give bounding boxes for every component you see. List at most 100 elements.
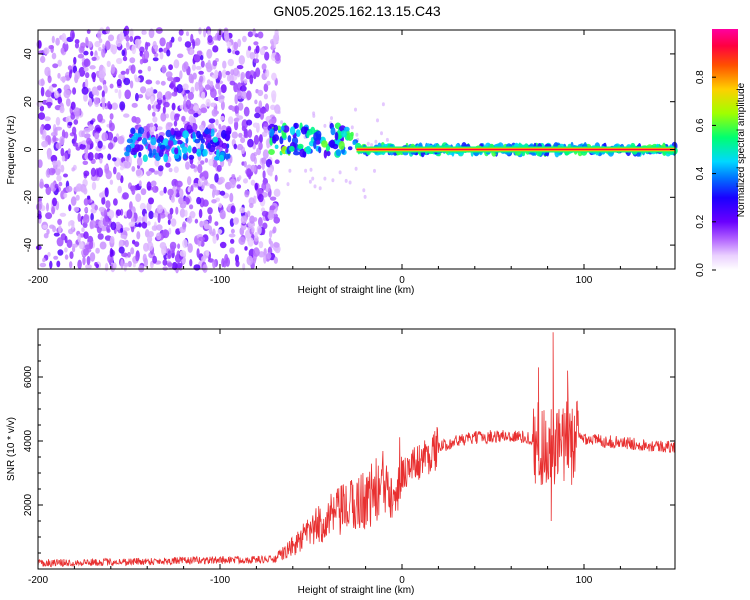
spectrogram-cell [268, 118, 276, 126]
spectrogram-cell [167, 213, 173, 221]
spectrogram-cell [198, 178, 203, 187]
spectrogram-cell [177, 243, 181, 249]
spectrogram-cell [89, 65, 96, 70]
spectrogram-cell [247, 138, 254, 148]
spectrogram-cell [258, 217, 263, 227]
spectrogram-cell [81, 130, 86, 138]
spectrogram-cell [204, 84, 211, 90]
spectrogram-cell [136, 156, 143, 167]
spectrogram-cell [83, 93, 88, 102]
spectrogram-cell [146, 131, 150, 139]
spectrogram-cell [71, 126, 77, 135]
spectrogram-cell [101, 196, 106, 205]
spectrogram-cell [254, 112, 261, 119]
spectrogram-cell [102, 43, 106, 50]
spectrogram-cell [148, 210, 154, 220]
spectrogram-cell [181, 115, 186, 122]
colorbar: 0.0 0.2 0.4 0.6 0.8 Normalized spectral ampl… [695, 29, 747, 277]
spectrogram-cell [363, 194, 367, 199]
spectrogram-cell [167, 140, 174, 147]
spectrogram-cell [39, 105, 45, 112]
spectrogram-cell [192, 131, 196, 139]
spectrogram-cell [241, 91, 247, 100]
spectrogram-y-ticks: -40 -20 0 20 40 [23, 48, 675, 252]
spectrogram-cell [63, 89, 71, 99]
colorbar-tick-label: 0.4 [695, 166, 706, 180]
spectrogram-cell [38, 112, 46, 120]
spectrogram-cell [111, 44, 117, 55]
spectrogram-cell [220, 115, 225, 121]
snr-series-line [37, 332, 676, 568]
spectrogram-cell [73, 56, 77, 65]
spectrogram-cell [250, 179, 256, 186]
spectrogram-cell [268, 149, 275, 155]
spectrogram-cell [313, 140, 317, 150]
spectrogram-cell [89, 219, 96, 229]
spectrogram-cell [94, 152, 99, 160]
spectrogram-cell [142, 30, 147, 35]
spectrogram-cell [96, 167, 103, 178]
spectrogram-cell [71, 243, 78, 248]
spectrogram-cell [121, 252, 128, 258]
spectrogram-cell [115, 221, 121, 231]
spectrogram-cell [262, 149, 269, 160]
spectrogram-cell [218, 154, 225, 162]
spectrogram-cell [167, 188, 174, 196]
spectrogram-cell [163, 153, 169, 163]
spectrogram-cell [171, 262, 178, 271]
spectrogram-cell [188, 108, 195, 115]
spectrogram-cell [182, 239, 188, 249]
spectrogram-cell [352, 140, 357, 145]
spectrogram-cell [84, 207, 89, 213]
spectrogram-cell [120, 227, 124, 233]
spectrogram-cell [264, 51, 270, 61]
spectrogram-cell [244, 246, 248, 251]
spectrogram-cell [94, 132, 100, 140]
spectrogram-cell [198, 124, 205, 131]
spectrogram-cell [249, 215, 256, 224]
spectrogram-cell [210, 128, 215, 137]
spectrogram-cell [118, 246, 125, 254]
spectrogram-cell [85, 36, 89, 46]
spectrogram-cell [56, 237, 64, 247]
spectrogram-cell [218, 123, 222, 130]
spectrogram-cell [200, 160, 205, 165]
spectrogram-cell [214, 221, 219, 227]
spectrogram-cell [60, 164, 65, 173]
spectrogram-cell [187, 176, 192, 186]
spectrogram-cell [105, 214, 108, 222]
spectrogram-cell [118, 73, 125, 80]
snr-panel: -200 -100 0 100 2000 4000 6000 Height of stra… [6, 328, 676, 596]
spectrogram-cell [240, 137, 246, 144]
spectrogram-cell [63, 192, 68, 199]
spectrogram-cell [253, 41, 259, 46]
spectrogram-cell [347, 146, 353, 151]
spectrogram-cell [97, 113, 103, 123]
spectrogram-cell [257, 31, 264, 39]
spectrogram-cell [288, 168, 292, 173]
spectrogram-cell [232, 217, 239, 225]
spectrogram-cell [46, 228, 50, 235]
spectrogram-cell [183, 61, 189, 70]
spectrogram-cell [205, 98, 211, 107]
spectrogram-cell [116, 209, 122, 217]
spectrogram-cell [233, 117, 240, 122]
spectrogram-cell [257, 193, 264, 203]
spectrogram-cell [186, 128, 194, 133]
spectrogram-cell [77, 259, 82, 270]
x-tick-label: -200 [28, 575, 48, 586]
spectrogram-cell [366, 141, 370, 146]
spectrogram-cell [265, 69, 270, 78]
spectrogram-cell [202, 170, 209, 178]
spectrogram-cell [187, 243, 193, 253]
spectrogram-cell [82, 256, 86, 266]
spectrogram-cell [143, 242, 149, 252]
spectrogram-cell [94, 40, 101, 48]
spectrogram-cell [104, 262, 109, 272]
spectrogram-cell [44, 116, 51, 122]
spectrogram-cell [146, 202, 152, 212]
spectrogram-cell [196, 50, 202, 56]
spectrogram-cell [165, 145, 170, 150]
spectrogram-cell [221, 142, 228, 149]
spectrogram-cell [262, 170, 266, 180]
